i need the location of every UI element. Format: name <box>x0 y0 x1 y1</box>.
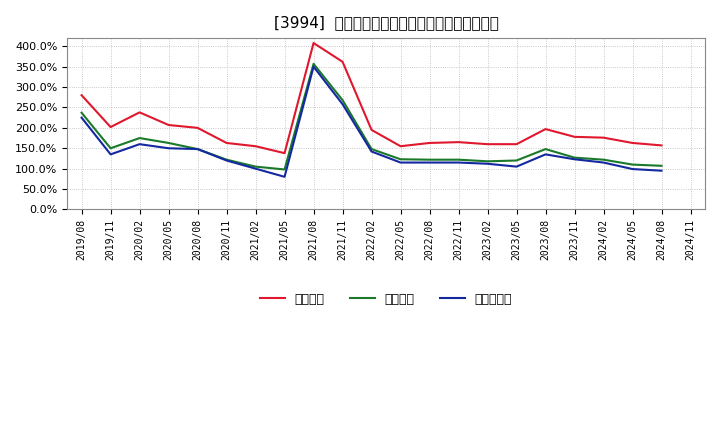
当座比率 <box>628 162 636 167</box>
当座比率 <box>280 167 289 172</box>
流動比率 <box>107 125 115 130</box>
Line: 当座比率: 当座比率 <box>81 64 662 169</box>
現預金比率 <box>541 152 550 157</box>
当座比率 <box>570 155 579 160</box>
現預金比率 <box>483 161 492 166</box>
流動比率 <box>512 142 521 147</box>
現預金比率 <box>77 115 86 120</box>
当座比率 <box>193 147 202 152</box>
流動比率 <box>454 139 463 145</box>
現預金比率 <box>599 160 608 165</box>
現預金比率 <box>135 142 144 147</box>
流動比率 <box>222 140 231 146</box>
当座比率 <box>541 147 550 152</box>
現預金比率 <box>309 64 318 70</box>
現預金比率 <box>367 149 376 154</box>
当座比率 <box>396 157 405 162</box>
当座比率 <box>251 164 260 169</box>
当座比率 <box>135 136 144 141</box>
当座比率 <box>367 147 376 152</box>
流動比率 <box>77 92 86 98</box>
流動比率 <box>426 140 434 146</box>
当座比率 <box>164 140 173 146</box>
当座比率 <box>657 163 666 169</box>
Legend: 流動比率, 当座比率, 現預金比率: 流動比率, 当座比率, 現預金比率 <box>255 288 517 311</box>
現預金比率 <box>251 166 260 171</box>
現預金比率 <box>657 168 666 173</box>
流動比率 <box>193 125 202 131</box>
現預金比率 <box>338 102 347 107</box>
流動比率 <box>599 135 608 140</box>
流動比率 <box>657 143 666 148</box>
当座比率 <box>309 61 318 66</box>
流動比率 <box>135 110 144 115</box>
現預金比率 <box>107 152 115 157</box>
流動比率 <box>309 40 318 46</box>
現預金比率 <box>628 166 636 172</box>
Line: 流動比率: 流動比率 <box>81 43 662 153</box>
現預金比率 <box>426 160 434 165</box>
当座比率 <box>599 157 608 162</box>
現預金比率 <box>222 158 231 163</box>
現預金比率 <box>570 157 579 162</box>
当座比率 <box>454 157 463 162</box>
現預金比率 <box>454 160 463 165</box>
現預金比率 <box>164 146 173 151</box>
流動比率 <box>483 142 492 147</box>
当座比率 <box>107 146 115 151</box>
現預金比率 <box>193 147 202 152</box>
流動比率 <box>570 134 579 139</box>
当座比率 <box>77 110 86 115</box>
流動比率 <box>280 150 289 156</box>
当座比率 <box>426 157 434 162</box>
流動比率 <box>164 122 173 128</box>
流動比率 <box>541 126 550 132</box>
現預金比率 <box>280 174 289 180</box>
Line: 現預金比率: 現預金比率 <box>81 67 662 177</box>
流動比率 <box>628 140 636 146</box>
Title: [3994]  流動比率、当座比率、現預金比率の推移: [3994] 流動比率、当座比率、現預金比率の推移 <box>274 15 498 30</box>
当座比率 <box>338 98 347 103</box>
現預金比率 <box>396 160 405 165</box>
現預金比率 <box>512 164 521 169</box>
流動比率 <box>338 59 347 64</box>
流動比率 <box>396 143 405 149</box>
流動比率 <box>251 143 260 149</box>
流動比率 <box>367 127 376 132</box>
当座比率 <box>222 157 231 162</box>
当座比率 <box>483 159 492 164</box>
当座比率 <box>512 158 521 163</box>
